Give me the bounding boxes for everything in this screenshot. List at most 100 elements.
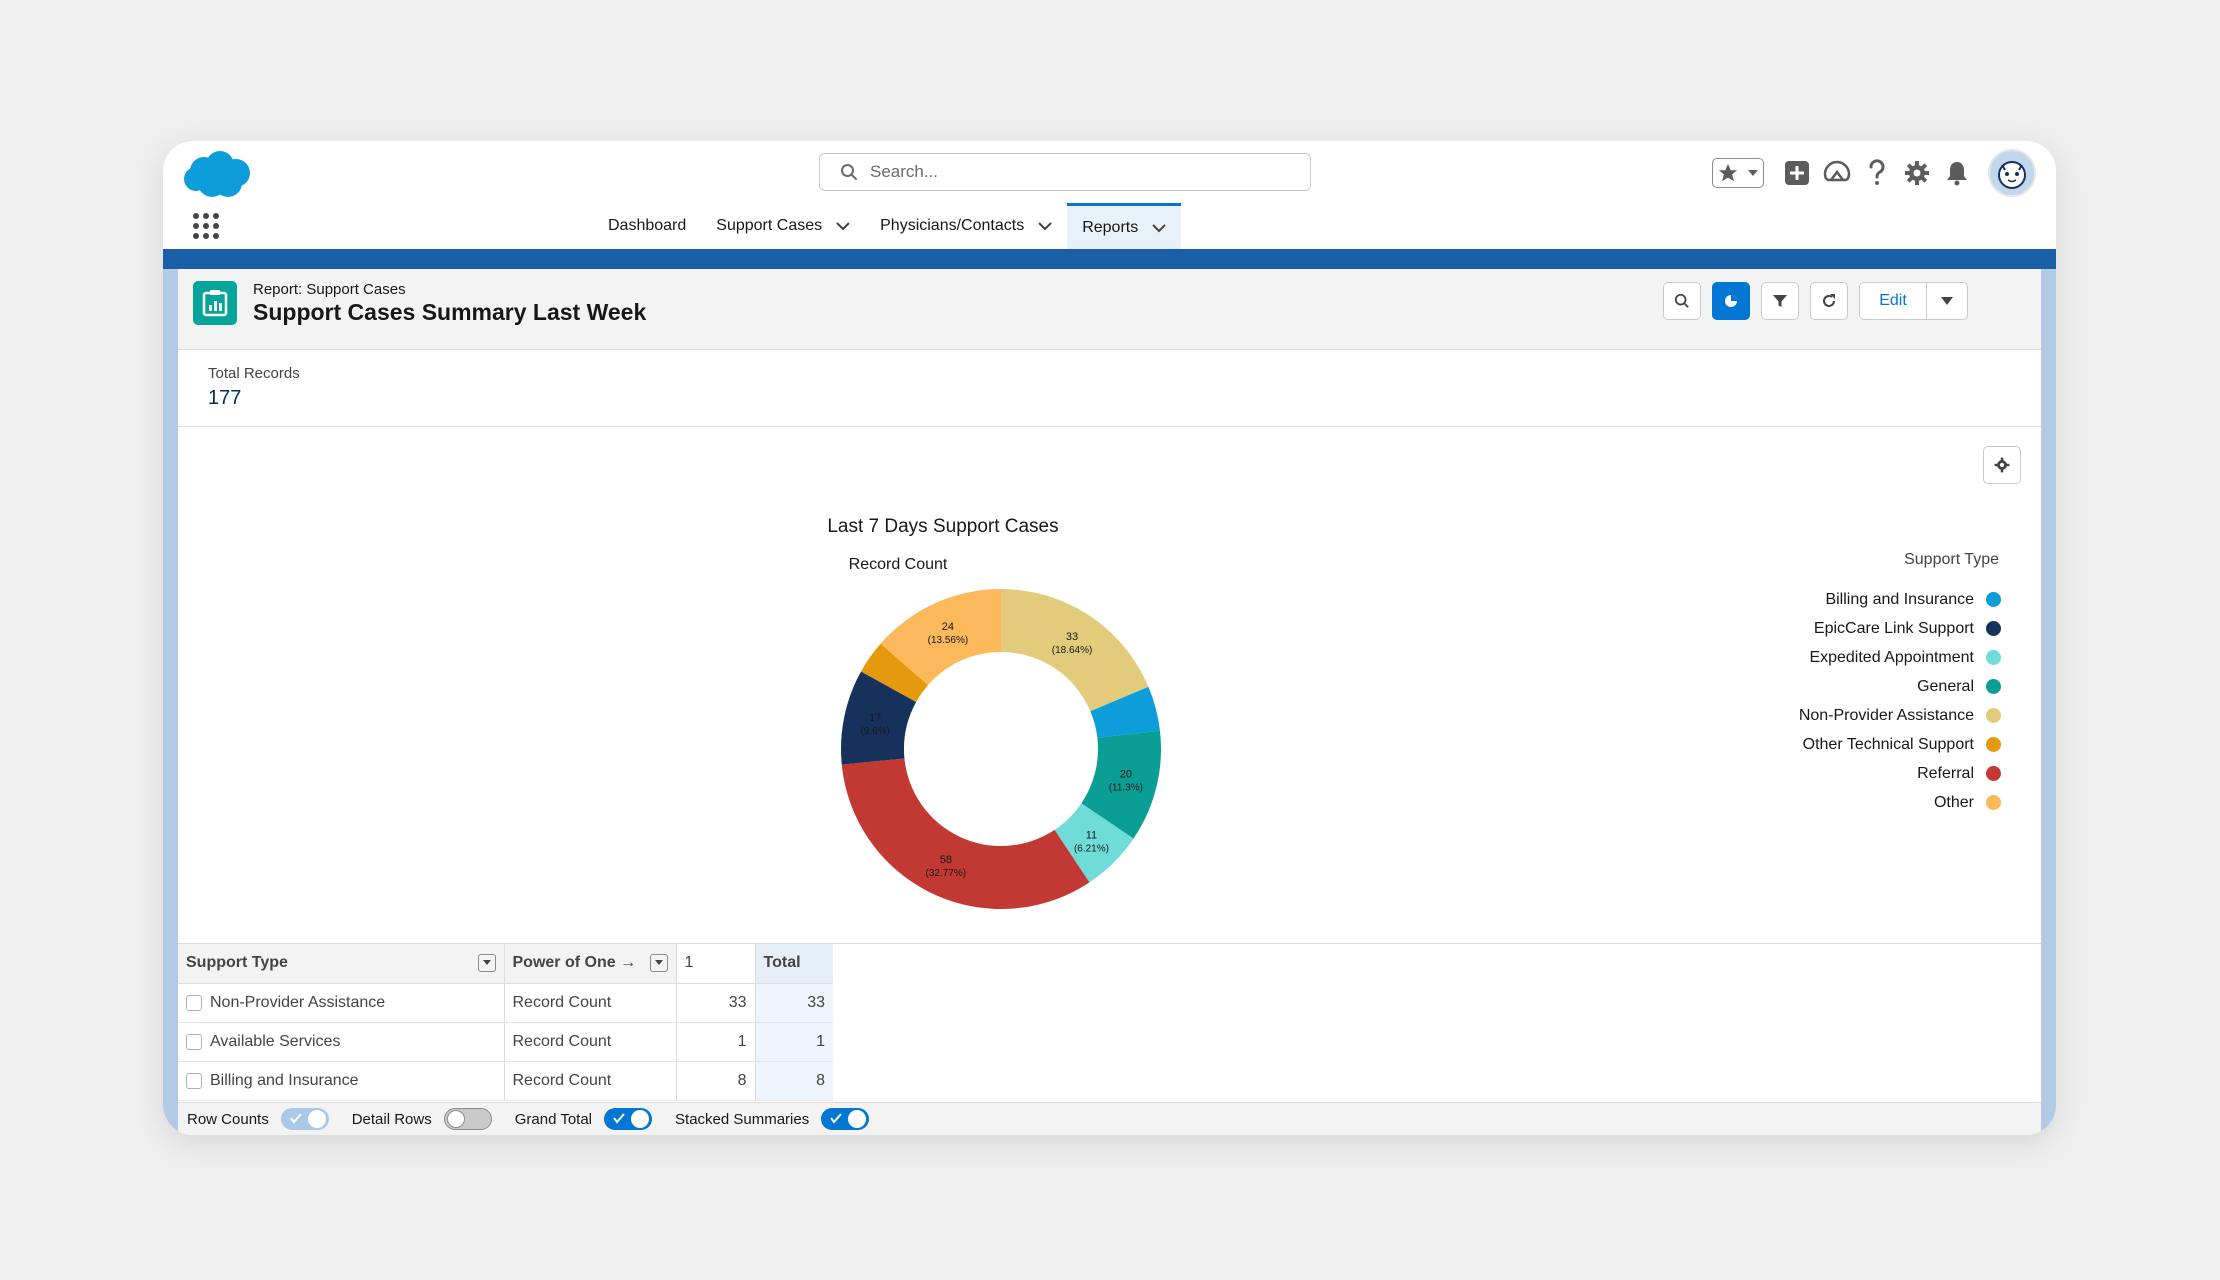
column-label: Power of One	[512, 954, 616, 972]
nav-item-reports[interactable]: Reports	[1067, 203, 1182, 249]
check-icon	[289, 1113, 302, 1124]
toggle-label: Stacked Summaries	[675, 1110, 810, 1128]
donut-chart: 33 (18.64%) 20 (11.3%) 11 (6.21%) 58 (32.77%) 17…	[841, 589, 1161, 909]
legend-item[interactable]: Referral	[1641, 759, 2001, 788]
measure-cell: Record Count	[512, 993, 612, 1011]
donut-slice[interactable]	[1081, 730, 1161, 839]
nav-item-physicians-contacts[interactable]: Physicians/Contacts	[865, 203, 1067, 249]
total-records-value: 177	[208, 387, 242, 409]
toggle-chart-button[interactable]	[1712, 282, 1750, 320]
chart-properties-button[interactable]	[1983, 446, 2021, 484]
total-records-label: Total Records	[208, 365, 300, 382]
global-search-input[interactable]: Search...	[819, 153, 1311, 191]
search-icon	[841, 164, 857, 180]
legend-swatch	[1986, 737, 2001, 752]
donut-slice[interactable]	[861, 643, 929, 702]
grand-total-toggle[interactable]	[604, 1108, 653, 1130]
stacked-summaries-toggle-group: Stacked Summaries	[675, 1108, 870, 1130]
column-header-total[interactable]: Total	[755, 944, 833, 984]
setup-button[interactable]	[1902, 158, 1932, 188]
column-header-1[interactable]: 1	[676, 944, 756, 984]
report-icon	[193, 281, 237, 325]
search-report-button[interactable]	[1663, 282, 1701, 320]
user-avatar[interactable]	[1988, 149, 2036, 197]
gear-icon	[1994, 457, 2010, 473]
page-margin	[2041, 269, 2056, 1135]
chart-title: Last 7 Days Support Cases	[827, 516, 1059, 537]
row-checkbox[interactable]	[186, 1033, 202, 1050]
row-counts-toggle[interactable]	[280, 1108, 329, 1130]
donut-slice[interactable]	[841, 671, 917, 765]
chevron-down-icon	[654, 960, 663, 966]
column-label: Support Type	[186, 954, 288, 972]
legend-item[interactable]: Non-Provider Assistance	[1641, 701, 2001, 730]
chevron-down-icon[interactable]	[836, 221, 850, 231]
slice-percent-label: (32.77%)	[926, 868, 967, 879]
legend-item[interactable]: Other Technical Support	[1641, 730, 2001, 759]
salesforce-cloud-logo[interactable]	[182, 149, 254, 201]
divider	[178, 943, 2041, 944]
header-utility-icons	[1712, 149, 2036, 197]
column-menu-button[interactable]	[477, 954, 496, 973]
legend-swatch	[1986, 621, 2001, 636]
total-cell: 8	[755, 1061, 833, 1101]
chart-subtitle: Record Count	[848, 556, 948, 573]
support-type-cell: Available Services	[210, 1032, 341, 1050]
filter-button[interactable]	[1761, 282, 1799, 320]
chevron-down-icon[interactable]	[1038, 221, 1052, 231]
detail-rows-toggle-group: Detail Rows	[352, 1108, 492, 1130]
report-type-label: Report: Support Cases	[253, 281, 406, 298]
nav-item-dashboard[interactable]: Dashboard	[593, 203, 701, 249]
column-menu-button[interactable]	[649, 954, 668, 973]
app-launcher-icon[interactable]	[193, 213, 219, 239]
donut-slice[interactable]	[1090, 686, 1160, 738]
more-actions-button[interactable]	[1927, 283, 1967, 319]
trailhead-button[interactable]	[1822, 158, 1852, 188]
slice-value-label: 24	[942, 621, 954, 633]
chevron-down-icon[interactable]	[1747, 167, 1759, 179]
refresh-icon	[1823, 294, 1835, 307]
nav-label: Reports	[1082, 218, 1139, 236]
legend-label: Other Technical Support	[1802, 735, 1974, 753]
slice-value-label: 20	[1120, 768, 1132, 780]
edit-button[interactable]: Edit	[1860, 283, 1927, 319]
nav-label: Physicians/Contacts	[880, 217, 1025, 234]
value-cell: 8	[676, 1061, 756, 1101]
legend-label: General	[1917, 677, 1974, 695]
nav-item-support-cases[interactable]: Support Cases	[701, 203, 865, 249]
legend-item[interactable]: General	[1641, 672, 2001, 701]
gear-icon	[1905, 161, 1929, 185]
check-icon	[830, 1113, 842, 1124]
column-header-support-type[interactable]: Support Type	[178, 944, 505, 984]
slice-percent-label: (6.21%)	[1074, 843, 1109, 854]
row-checkbox[interactable]	[186, 994, 202, 1011]
global-actions-button[interactable]	[1782, 158, 1812, 188]
chevron-down-icon[interactable]	[1152, 223, 1166, 233]
refresh-button[interactable]	[1810, 282, 1848, 320]
value-cell: 1	[676, 1022, 756, 1062]
check-icon	[613, 1113, 625, 1124]
legend-item[interactable]: EpicCare Link Support	[1641, 614, 2001, 643]
notifications-button[interactable]	[1942, 158, 1972, 188]
toggle-label: Detail Rows	[351, 1110, 432, 1128]
row-checkbox[interactable]	[186, 1072, 202, 1089]
detail-rows-toggle[interactable]	[443, 1108, 492, 1130]
legend-swatch	[1986, 795, 2001, 810]
help-button[interactable]	[1862, 158, 1892, 188]
legend-item[interactable]: Other	[1641, 788, 2001, 817]
report-toolbar	[1663, 282, 1701, 322]
legend-item[interactable]: Billing and Insurance	[1641, 585, 2001, 614]
table-row: Available Services Record Count 1 1	[178, 1022, 833, 1062]
column-header-power-of-one[interactable]: Power of One →	[504, 944, 677, 984]
legend-label: Non-Provider Assistance	[1798, 706, 1974, 724]
favorites-button[interactable]	[1712, 158, 1764, 188]
legend-swatch	[1986, 708, 2001, 723]
pie-chart-icon	[1725, 295, 1737, 307]
grand-total-toggle-group: Grand Total	[515, 1108, 653, 1130]
donut-slice[interactable]	[1001, 589, 1149, 712]
donut-slice[interactable]	[880, 589, 1001, 686]
donut-slice[interactable]	[1054, 803, 1134, 883]
stacked-summaries-toggle[interactable]	[821, 1108, 870, 1130]
legend-item[interactable]: Expedited Appointment	[1641, 643, 2001, 672]
donut-slice[interactable]	[841, 758, 1090, 909]
